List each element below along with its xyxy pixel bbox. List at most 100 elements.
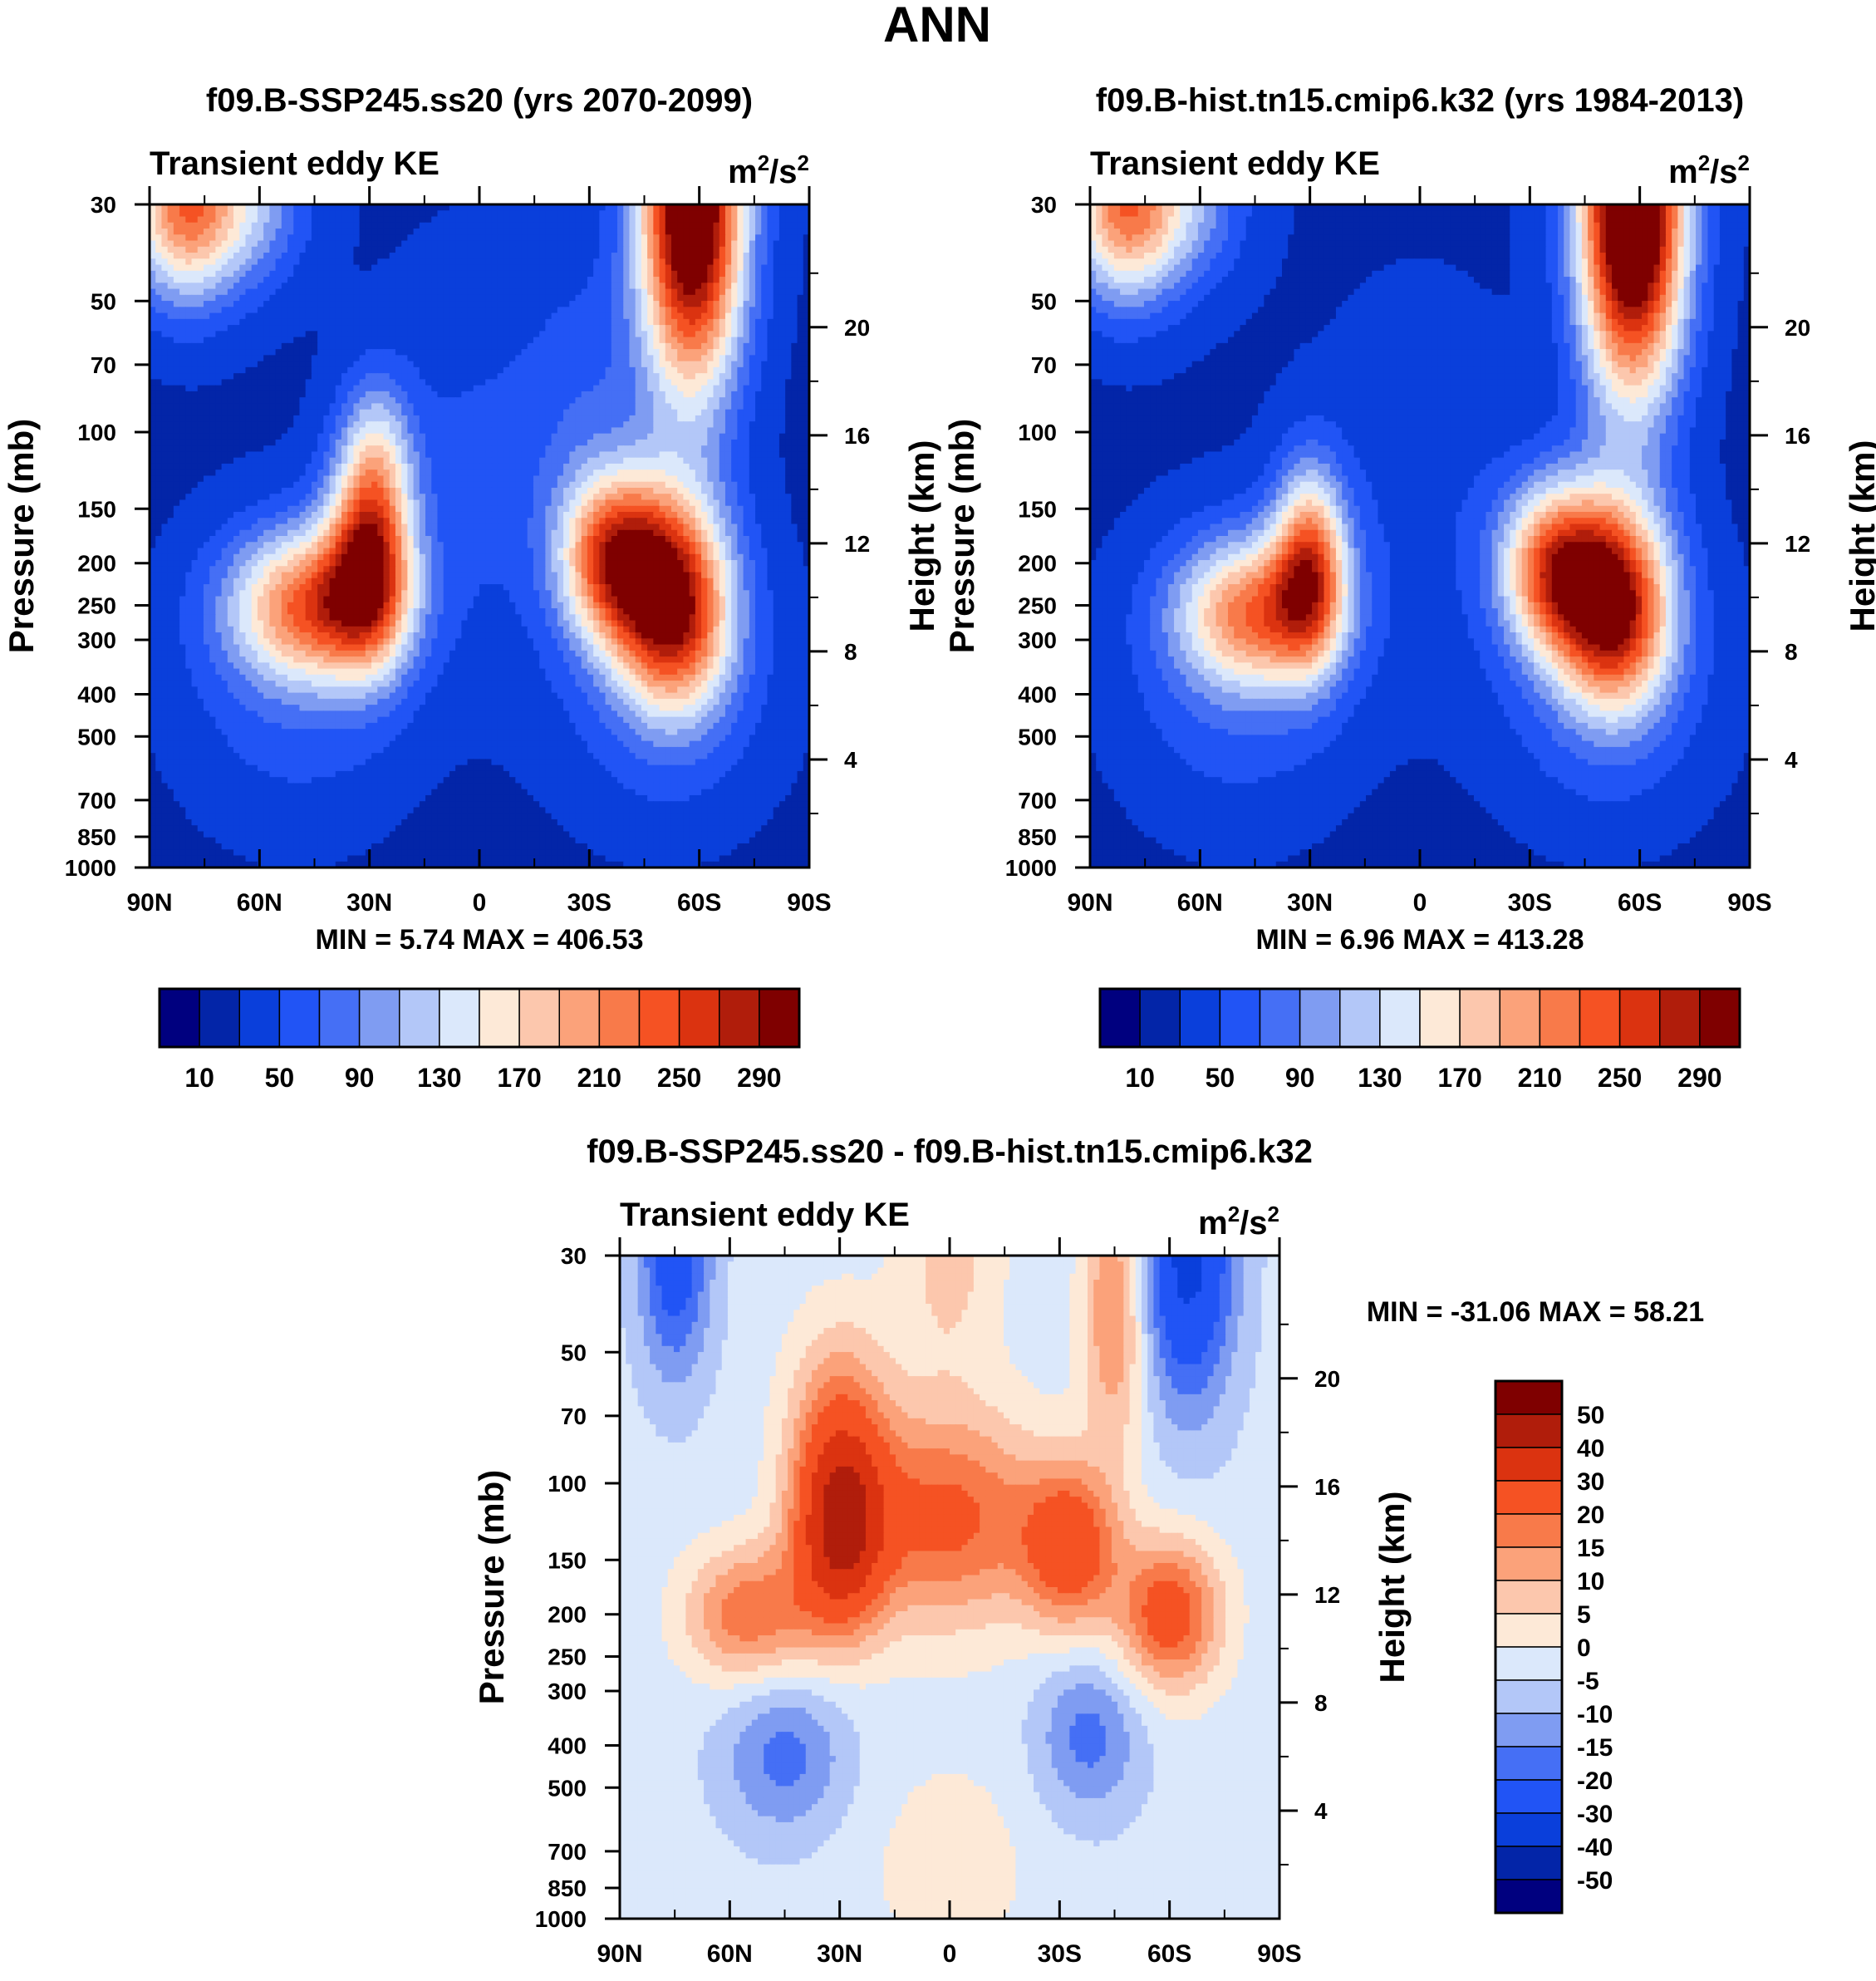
y-tick-label: 70 xyxy=(561,1403,587,1429)
colorbar-label: 0 xyxy=(1577,1634,1591,1662)
colorbar-swatch xyxy=(278,988,321,1048)
y2-tick-label: 8 xyxy=(844,639,857,665)
y-tick-label: 150 xyxy=(77,496,116,522)
colorbar-swatch xyxy=(1495,1812,1563,1847)
colorbar-swatch xyxy=(1495,1746,1563,1781)
y-tick-label: 300 xyxy=(548,1679,587,1704)
colorbar-swatch xyxy=(1299,988,1341,1048)
colorbar-swatch xyxy=(1139,988,1181,1048)
colorbar-label: -40 xyxy=(1577,1834,1613,1861)
colorbar-swatch xyxy=(1495,1713,1563,1748)
y-tick-label: 850 xyxy=(1018,824,1057,850)
colorbar: 10 50 90 130 170 210 250 290 xyxy=(1098,987,1741,1093)
panel-title: f09.B-SSP245.ss20 (yrs 2070-2099) xyxy=(206,82,753,119)
colorbar-swatch xyxy=(719,988,760,1048)
colorbar-label: 30 xyxy=(1577,1468,1604,1496)
colorbar-label: 40 xyxy=(1577,1435,1604,1462)
y-tick-label: 400 xyxy=(548,1733,587,1758)
variable-label: Transient eddy KE xyxy=(150,145,440,182)
colorbar-frame xyxy=(158,987,801,1049)
y-tick-label: 500 xyxy=(77,724,116,750)
y2-tick-label: 20 xyxy=(1314,1366,1340,1392)
y-tick-label: 700 xyxy=(548,1839,587,1865)
variable-label: Transient eddy KE xyxy=(620,1197,910,1233)
colorbar-swatch xyxy=(1495,1646,1563,1681)
y-tick-label: 100 xyxy=(77,420,116,445)
colorbar-swatch xyxy=(1259,988,1301,1048)
colorbar-swatch xyxy=(1495,1679,1563,1714)
colorbar-label: 50 xyxy=(1206,1063,1235,1093)
y2-tick-label: 16 xyxy=(844,423,870,449)
colorbar-label: 250 xyxy=(1598,1063,1642,1093)
y-tick-label: 700 xyxy=(77,788,116,814)
colorbar-swatch xyxy=(1495,1879,1563,1914)
colorbar-swatch xyxy=(159,988,200,1048)
y-tick-label: 30 xyxy=(561,1243,587,1269)
x-tick-label: 90S xyxy=(787,889,831,917)
colorbar-swatch xyxy=(238,988,281,1048)
colorbar-label: 10 xyxy=(1577,1568,1604,1595)
colorbar-frame xyxy=(1098,987,1741,1049)
colorbar-swatch xyxy=(678,988,720,1048)
x-tick-label: 60N xyxy=(707,1940,753,1968)
y-tick-label: 850 xyxy=(77,824,116,850)
x-tick-label: 30N xyxy=(346,889,392,917)
y2-tick-label: 12 xyxy=(844,531,870,557)
panel-title: f09.B-SSP245.ss20 - f09.B-hist.tn15.cmip… xyxy=(587,1133,1313,1170)
variable-label: Transient eddy KE xyxy=(1090,145,1380,182)
colorbar-swatch xyxy=(1699,988,1741,1048)
y-tick-label: 70 xyxy=(91,352,116,378)
y-tick-label: 70 xyxy=(1031,352,1057,378)
y-tick-label: 700 xyxy=(1018,788,1057,814)
x-tick-label: 60N xyxy=(237,889,282,917)
y-tick-label: 1000 xyxy=(65,855,116,881)
colorbar-swatch xyxy=(1495,1413,1563,1448)
y-tick-label: 300 xyxy=(77,627,116,653)
colorbar-swatch xyxy=(1099,988,1141,1048)
colorbar-swatch xyxy=(1618,988,1661,1048)
y2-tick-label: 8 xyxy=(1785,639,1798,665)
panel-difference: f09.B-SSP245.ss20 - f09.B-hist.tn15.cmip… xyxy=(472,1133,1704,1968)
y-axis-label: Pressure (mb) xyxy=(472,1470,511,1704)
x-tick-label: 90S xyxy=(1727,889,1771,917)
y-tick-label: 30 xyxy=(1031,192,1057,218)
x-tick-label: 0 xyxy=(473,889,487,917)
x-tick-label: 30S xyxy=(1508,889,1552,917)
y2-tick-label: 12 xyxy=(1785,531,1810,557)
contour-field xyxy=(1090,204,1750,868)
y2-tick-label: 20 xyxy=(1785,315,1810,341)
x-tick-label: 60S xyxy=(677,889,721,917)
x-tick-label: 0 xyxy=(943,1940,957,1968)
units-label: m2/s2 xyxy=(1198,1202,1279,1241)
colorbar-swatch xyxy=(1495,1513,1563,1548)
colorbar-swatch xyxy=(598,988,641,1048)
colorbar-label: -20 xyxy=(1577,1767,1613,1795)
colorbar-swatch xyxy=(439,988,480,1048)
y-tick-label: 400 xyxy=(77,681,116,707)
colorbar-swatch xyxy=(638,988,680,1048)
colorbar-label: -50 xyxy=(1577,1867,1613,1895)
y2-tick-label: 16 xyxy=(1314,1474,1340,1500)
y2-tick-label: 4 xyxy=(844,747,857,773)
contour-field xyxy=(150,204,809,868)
y2-tick-label: 16 xyxy=(1785,423,1810,449)
units-label: m2/s2 xyxy=(728,150,809,190)
y-tick-label: 50 xyxy=(561,1340,587,1365)
colorbar-swatch xyxy=(1495,1546,1563,1581)
colorbar-label: 130 xyxy=(1358,1063,1402,1093)
colorbar-label: 90 xyxy=(345,1063,375,1093)
colorbar-swatch xyxy=(1495,1447,1563,1482)
panel-title: f09.B-hist.tn15.cmip6.k32 (yrs 1984-2013… xyxy=(1096,82,1744,119)
x-tick-label: 60S xyxy=(1147,1940,1191,1968)
y2-tick-label: 4 xyxy=(1314,1798,1328,1824)
panel-hist: f09.B-hist.tn15.cmip6.k32 (yrs 1984-2013… xyxy=(942,82,1876,1093)
y-tick-label: 250 xyxy=(77,593,116,619)
colorbar-swatch xyxy=(1219,988,1261,1048)
colorbar-swatch xyxy=(1495,1613,1563,1648)
colorbar-label: -30 xyxy=(1577,1801,1613,1828)
colorbar: 10 50 90 130 170 210 250 290 xyxy=(158,987,801,1093)
colorbar-label: 10 xyxy=(1125,1063,1155,1093)
x-tick-label: 30N xyxy=(1287,889,1333,917)
colorbar-swatch xyxy=(759,988,800,1048)
